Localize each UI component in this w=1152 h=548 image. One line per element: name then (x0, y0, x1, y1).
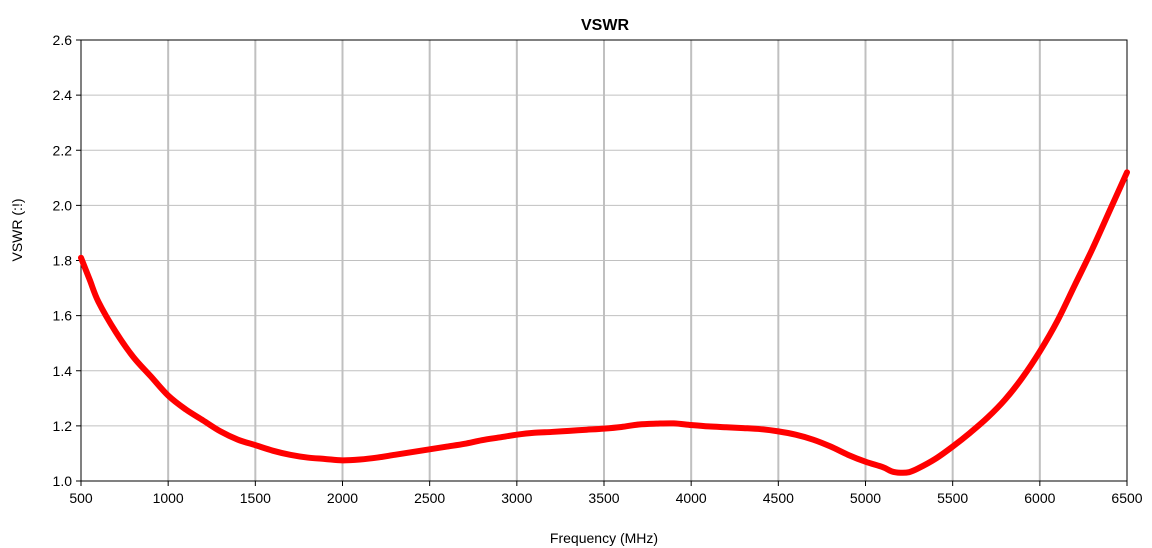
y-tick-label: 2.2 (53, 142, 73, 158)
x-tick-label: 5000 (850, 490, 881, 506)
x-tick-label: 4500 (763, 490, 794, 506)
x-tick-label: 6500 (1111, 490, 1142, 506)
y-tick-label: 2.6 (53, 32, 73, 48)
x-tick-label: 1500 (240, 490, 271, 506)
x-tick-label: 3500 (588, 490, 619, 506)
y-tick-label: 1.4 (53, 363, 73, 379)
y-tick-label: 2.4 (53, 87, 73, 103)
x-tick-label: 2500 (414, 490, 445, 506)
y-gridlines (81, 94, 1127, 427)
x-tick-label: 4000 (676, 490, 707, 506)
vswr-series-line (78, 169, 1130, 476)
y-tick-label: 1.6 (53, 308, 73, 324)
y-axis-ticks: 1.0 1.2 1.4 1.6 1.8 2.0 2.2 2.4 2.6 (53, 32, 81, 489)
x-tick-label: 1000 (153, 490, 184, 506)
x-tick-label: 500 (69, 490, 93, 506)
x-tick-label: 6000 (1024, 490, 1055, 506)
x-tick-label: 5500 (937, 490, 968, 506)
y-tick-label: 1.0 (53, 473, 73, 489)
y-tick-label: 1.8 (53, 253, 73, 269)
y-axis-title: VSWR (:!) (9, 199, 25, 262)
chart-title: VSWR (581, 17, 629, 34)
x-axis-ticks: 500 1000 1500 2000 2500 3000 3500 4000 4500 5000 5… (69, 481, 1143, 506)
y-tick-label: 2.0 (53, 197, 73, 213)
x-tick-label: 3000 (501, 490, 532, 506)
x-axis-title: Frequency (MHz) (550, 530, 658, 546)
y-tick-label: 1.2 (53, 418, 73, 434)
series-layer (78, 169, 1130, 476)
x-tick-label: 2000 (327, 490, 358, 506)
